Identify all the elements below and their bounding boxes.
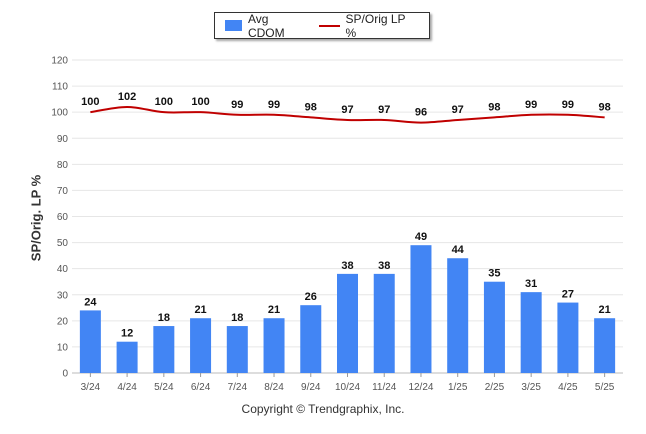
line-value-label: 98 [305, 101, 317, 113]
bar[interactable] [226, 326, 248, 373]
copyright: Copyright © Trendgraphix, Inc. [241, 402, 405, 416]
bar[interactable] [447, 258, 469, 373]
line-value-label: 100 [155, 96, 173, 108]
x-tick-label: 7/24 [228, 382, 248, 393]
bar[interactable] [410, 245, 432, 373]
x-tick-label: 10/24 [335, 382, 360, 393]
legend-item-bar[interactable]: Avg CDOM [225, 12, 305, 40]
bar-value-label: 21 [599, 304, 611, 316]
bar-value-label: 35 [488, 268, 500, 280]
y-tick-label: 10 [57, 342, 69, 353]
x-tick-label: 5/25 [595, 382, 615, 393]
line-value-label: 100 [191, 96, 209, 108]
line-value-label: 99 [231, 99, 243, 111]
line-series [90, 105, 605, 124]
bar-value-label: 18 [158, 312, 170, 324]
y-tick-label: 0 [62, 369, 68, 380]
x-tick-label: 9/24 [301, 382, 321, 393]
x-tick-label: 4/24 [117, 382, 137, 393]
line-value-label: 98 [599, 101, 611, 113]
bar-value-label: 27 [562, 289, 574, 301]
bar[interactable] [79, 310, 101, 373]
bar-value-label: 31 [525, 278, 537, 290]
y-tick-label: 70 [57, 186, 69, 197]
bar[interactable] [520, 292, 542, 373]
x-tick-label: 11/24 [372, 382, 397, 393]
y-tick-label: 100 [51, 108, 68, 119]
y-tick-label: 20 [57, 316, 69, 327]
line-value-label: 99 [268, 99, 280, 111]
bar-value-label: 18 [231, 312, 243, 324]
bar[interactable] [190, 318, 212, 373]
legend-line-label: SP/Orig LP % [345, 11, 406, 40]
bar-value-label: 44 [452, 244, 465, 256]
line-data-labels: 100 102 100 100 99 99 98 97 97 96 97 98 99 99 98 [81, 91, 611, 119]
y-axis-label: SP/Orig. LP % [28, 174, 44, 262]
y-tick-label: 120 [51, 56, 68, 67]
bar[interactable] [116, 341, 138, 373]
x-tick-label: 5/24 [154, 382, 174, 393]
y-tick-label: 40 [57, 264, 69, 275]
y-tick-label: 90 [57, 134, 69, 145]
y-tick-label: 50 [57, 238, 69, 249]
bar-value-label: 38 [341, 260, 353, 272]
legend-item-line[interactable]: SP/Orig LP % [318, 11, 415, 40]
bar[interactable] [337, 273, 358, 373]
legend-bar-swatch [225, 20, 242, 31]
bar-value-label: 21 [194, 304, 206, 316]
legend: Avg CDOM SP/Orig LP % [214, 11, 430, 40]
sp-orig-lp-line[interactable] [90, 105, 605, 124]
bar-series [79, 245, 616, 373]
bar-data-labels: 24 12 18 21 18 21 26 38 38 49 44 35 31 27 21 [84, 231, 611, 340]
line-value-label: 102 [118, 91, 136, 103]
line-value-label: 97 [378, 104, 390, 116]
bar[interactable] [483, 281, 505, 373]
x-tick-label: 1/25 [448, 382, 468, 393]
x-axis-ticks: 3/24 4/24 5/24 6/24 7/24 8/24 9/24 10/24 11/24 12… [81, 373, 615, 393]
bar[interactable] [594, 318, 616, 373]
bar-value-label: 26 [305, 291, 317, 303]
bar-value-label: 24 [84, 296, 97, 308]
bar-value-label: 21 [268, 304, 280, 316]
bar[interactable] [300, 305, 322, 373]
legend-bar-label: Avg CDOM [247, 11, 285, 40]
bar-value-label: 49 [415, 231, 427, 243]
y-axis-ticks: 0 10 20 30 40 50 60 70 80 90 100 110 120 [51, 56, 68, 380]
x-tick-label: 12/24 [408, 382, 433, 393]
y-tick-label: 110 [52, 82, 68, 93]
bar[interactable] [153, 326, 175, 373]
line-value-label: 97 [452, 104, 464, 116]
bar[interactable] [557, 302, 579, 373]
line-value-label: 100 [81, 96, 99, 108]
bar-value-label: 12 [121, 328, 133, 340]
bar-value-label: 38 [378, 260, 390, 272]
bar[interactable] [263, 318, 285, 373]
line-value-label: 99 [562, 99, 574, 111]
x-tick-label: 8/24 [264, 382, 284, 393]
x-tick-label: 3/24 [81, 382, 101, 393]
bar[interactable] [373, 273, 395, 373]
y-tick-label: 30 [57, 290, 69, 301]
line-value-label: 97 [341, 104, 353, 116]
x-tick-label: 3/25 [521, 382, 541, 393]
line-value-label: 96 [415, 107, 427, 119]
line-value-label: 98 [488, 101, 500, 113]
y-tick-label: 80 [57, 160, 69, 171]
x-tick-label: 4/25 [558, 382, 578, 393]
legend-line-swatch [318, 24, 340, 27]
x-tick-label: 6/24 [191, 382, 211, 393]
x-tick-label: 2/25 [485, 382, 505, 393]
line-value-label: 99 [525, 99, 537, 111]
y-tick-label: 60 [57, 212, 69, 223]
